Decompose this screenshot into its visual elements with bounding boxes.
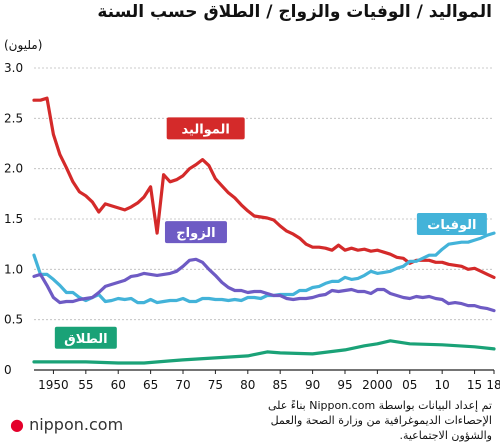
series-line-deaths xyxy=(32,231,496,305)
x-tick-label: 15 xyxy=(467,378,482,392)
logo-text: nippon.com xyxy=(29,415,124,434)
y-tick-label: 3.0 xyxy=(4,61,23,75)
y-tick-label: 1.5 xyxy=(4,212,23,226)
x-tick-label: 95 xyxy=(337,378,352,392)
series-label-divorces: الطلاق xyxy=(54,326,117,349)
y-tick-label: 1.0 xyxy=(4,262,23,276)
series-label-births: المواليد xyxy=(166,117,245,140)
series-label-box xyxy=(416,213,487,236)
x-tick-label: 05 xyxy=(402,378,417,392)
y-tick-labels: 0 0.5 1.0 1.5 2.0 2.5 3.0 xyxy=(4,61,23,377)
series-label-box xyxy=(166,117,245,140)
x-tick-labels: 1950 55 60 65 70 75 80 85 90 95 2000 05 10 15 18 xyxy=(38,370,500,392)
x-tick-label: 55 xyxy=(78,378,93,392)
series-label-text: الزواج xyxy=(176,226,215,241)
x-tick-label: 18 xyxy=(486,378,500,392)
x-tick-label: 1950 xyxy=(38,378,69,392)
y-tick-label: 2.5 xyxy=(4,111,23,125)
x-tick-label: 85 xyxy=(273,378,288,392)
series-label-text: المواليد xyxy=(182,122,230,137)
x-tick-label: 65 xyxy=(143,378,158,392)
series-label-text: الطلاق xyxy=(64,332,108,347)
series-label-deaths: الوفيات xyxy=(416,213,487,236)
x-tick-label: 75 xyxy=(208,378,223,392)
y-tick-label: 0 xyxy=(4,363,12,377)
x-tick-label: 60 xyxy=(111,378,126,392)
y-tick-label: 0.5 xyxy=(4,313,23,327)
series-label-box xyxy=(164,221,227,244)
chart-title: المواليد / الوفيات والزواج / الطلاق حسب … xyxy=(97,2,492,22)
series-label-text: الوفيات xyxy=(427,218,476,233)
source-note: تم إعداد البيانات بواسطة Nippon.com بناء… xyxy=(267,399,492,442)
x-tick-label: 10 xyxy=(435,378,450,392)
logo-dot-icon: ● xyxy=(10,415,24,434)
x-tick-label: 70 xyxy=(175,378,190,392)
series-label-box xyxy=(54,326,117,349)
y-axis-unit-label: (مليون) xyxy=(4,38,43,52)
series-labels: المواليد الوفيات الزواج الطلاق xyxy=(54,117,487,349)
series-lines xyxy=(32,96,496,365)
y-tick-label: 2.0 xyxy=(4,162,23,176)
series-line-births xyxy=(32,96,496,279)
nippon-logo[interactable]: ● nippon.com xyxy=(10,415,123,434)
series-line-divorces xyxy=(32,339,496,365)
x-tick-label: 80 xyxy=(240,378,255,392)
series-label-marriages: الزواج xyxy=(164,221,227,244)
x-tick-label: 90 xyxy=(305,378,320,392)
series-line-marriages xyxy=(32,257,496,313)
x-tick-label: 2000 xyxy=(362,378,393,392)
